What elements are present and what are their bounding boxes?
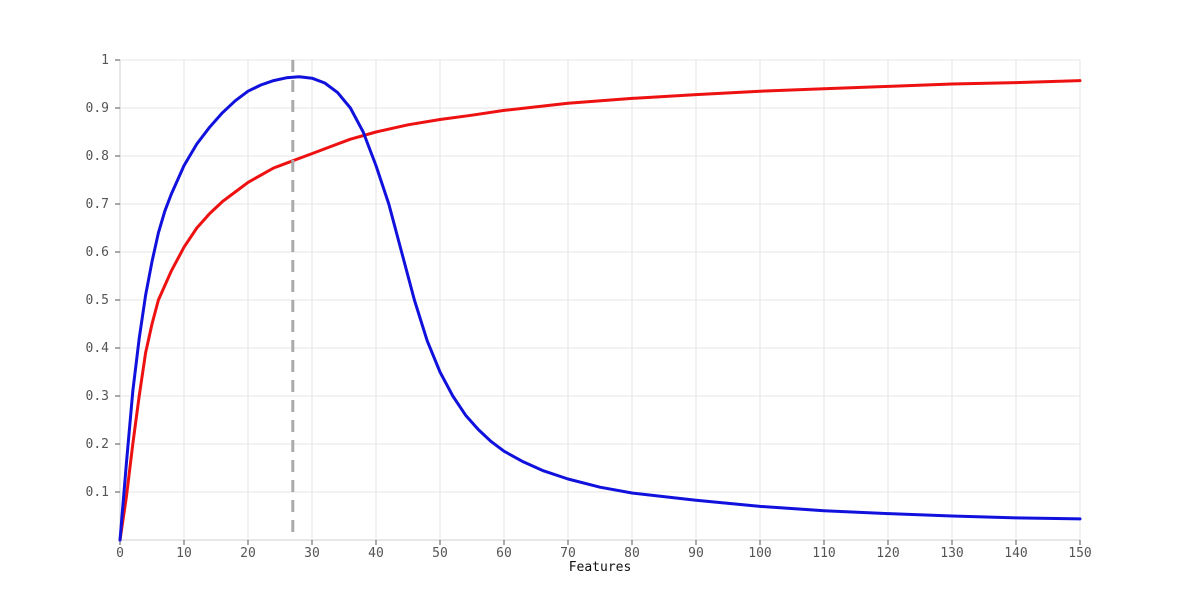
x-tick-label: 130 [940,546,963,561]
x-tick-label: 100 [748,546,771,561]
x-tick-label: 70 [560,546,576,561]
x-tick-label: 30 [304,546,320,561]
series-lines [118,75,1082,542]
series-line-1 [118,79,1082,542]
x-tick-label: 80 [624,546,640,561]
y-tick-label: 0.9 [86,101,109,116]
y-tick-label: 1 [101,53,109,68]
y-tick-label: 0.2 [86,437,109,452]
x-tick-label: 20 [240,546,256,561]
x-tick-label: 10 [176,546,192,561]
x-tick-label: 40 [368,546,384,561]
y-tick-label: 0.7 [86,197,109,212]
x-tick-label: 0 [116,546,124,561]
ticks: 0 10 20 30 40 50 60 70 80 90 100 110 120 130 140 150 0.1… [86,53,1092,561]
x-tick-label: 120 [876,546,899,561]
series-line-2 [118,75,1082,542]
grid [120,59,1081,540]
x-tick-label: 90 [688,546,704,561]
x-tick-label: 50 [432,546,448,561]
x-tick-label: 150 [1068,546,1091,561]
x-tick-label: 60 [496,546,512,561]
y-tick-label: 0.4 [86,341,110,356]
x-axis-title: Features [569,560,632,575]
y-tick-label: 0.3 [86,389,109,404]
y-tick-label: 0.8 [86,149,109,164]
y-tick-label: 0.1 [86,485,109,500]
x-tick-label: 140 [1004,546,1027,561]
y-tick-label: 0.6 [86,245,109,260]
y-tick-label: 0.5 [86,293,109,308]
x-tick-label: 110 [812,546,835,561]
